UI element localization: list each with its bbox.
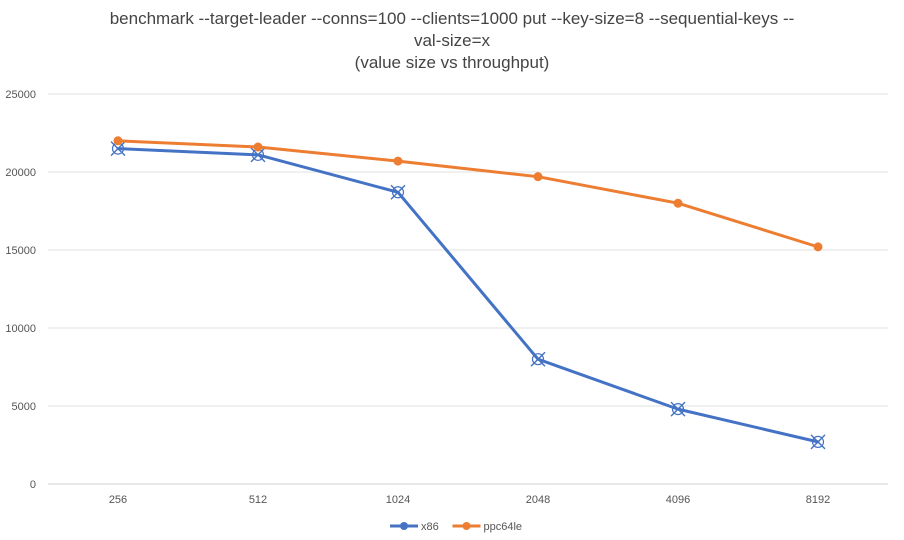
y-axis-tick-labels: 0 5000 10000 15000 20000 25000 [5,89,36,491]
y-tick-label: 20000 [5,167,36,179]
data-point-ppc64le [533,172,543,182]
y-tick-label: 15000 [5,245,36,257]
series-line-ppc64le [116,139,820,249]
chart-title-line-2: val-size=x [413,31,491,50]
x-tick-label: 256 [109,494,127,506]
x-tick-label: 4096 [666,494,690,506]
x-tick-label: 512 [249,494,267,506]
chart-title: benchmark --target-leader --conns=100 --… [0,8,904,74]
data-point-ppc64le [113,136,123,146]
y-tick-label: 5000 [12,401,36,413]
legend-item-x86: x86 [390,521,439,533]
y-tick-label: 0 [30,479,36,491]
x-axis-tick-labels: 256 512 1024 2048 4096 8192 [109,494,830,506]
legend-item-ppc64le: ppc64le [452,521,523,533]
data-point-x86 [390,184,406,200]
chart-title-line-1: benchmark --target-leader --conns=100 --… [109,9,795,28]
x-tick-label: 2048 [526,494,550,506]
data-point-ppc64le [673,198,683,208]
gridlines [48,93,888,485]
legend-swatch-marker [400,522,408,530]
legend: x86 ppc64le [390,521,522,533]
x-tick-label: 8192 [806,494,830,506]
legend-label: ppc64le [484,521,523,533]
series-group [110,136,826,450]
y-tick-label: 25000 [5,89,36,101]
chart-title-line-3: (value size vs throughput) [354,53,550,72]
legend-swatch-marker [462,522,471,530]
series-line-x86 [116,147,820,444]
data-point-ppc64le [253,142,263,152]
data-point-x86 [810,434,826,450]
x-tick-label: 1024 [386,494,410,506]
y-tick-label: 10000 [5,323,36,335]
data-point-ppc64le [813,242,823,252]
data-point-ppc64le [393,156,403,166]
data-point-x86 [670,401,686,417]
legend-label: x86 [421,521,439,533]
data-point-x86 [530,351,546,367]
